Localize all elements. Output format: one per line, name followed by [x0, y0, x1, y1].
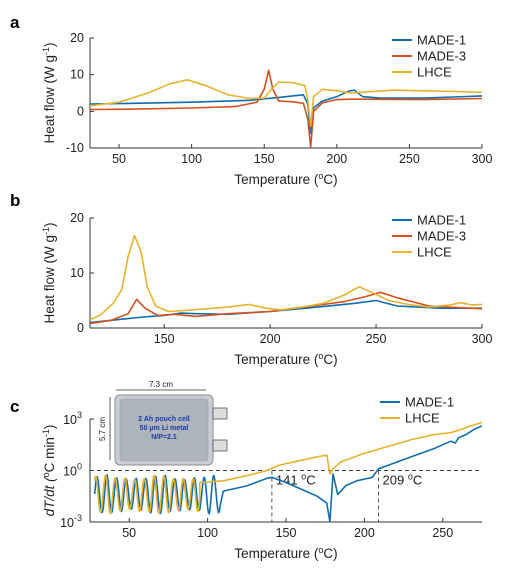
legend-label: LHCE: [417, 245, 452, 260]
y-axis-label: dT/dt (oC min-1): [41, 425, 57, 517]
y-tick-base: 10: [63, 413, 77, 427]
series-group: [90, 69, 482, 148]
series-group: [90, 234, 482, 325]
annotation-value: 209: [383, 473, 408, 488]
inset-text-line: N/P=2.1: [151, 434, 177, 441]
x-axis-label: Temperature (oC): [234, 171, 337, 187]
annotation-degree: o: [408, 472, 413, 482]
x-tick-label: 200: [326, 152, 347, 166]
y-tick-label: 103: [63, 410, 82, 427]
x-tick-label: 250: [366, 332, 387, 346]
y-axis-label-sup: -1: [41, 227, 51, 235]
y-axis-label-sup: -1: [41, 429, 51, 437]
series-line-made-3: [90, 69, 482, 148]
legend-label: LHCE: [405, 411, 440, 426]
x-axis-label-sup: o: [318, 171, 323, 181]
y-axis-label-main: Heat flow (W g: [42, 55, 57, 144]
y-axis-label-tail: ): [42, 222, 57, 227]
y-tick-label: 20: [70, 211, 84, 225]
temperature-annotation: 141 oC: [276, 472, 316, 488]
x-tick-label: 150: [276, 526, 297, 540]
series-group: [93, 421, 482, 522]
x-axis-label-main: Temperature (: [234, 546, 319, 561]
height-dimension-label: 5.7 cm: [98, 417, 107, 441]
legend-label: LHCE: [417, 65, 452, 80]
series-line-lhce: [93, 421, 482, 515]
series-line-lhce: [90, 234, 482, 321]
series-line-lhce: [90, 79, 482, 127]
series-line-made-3: [90, 291, 482, 325]
panel-label: c: [10, 397, 19, 416]
temperature-annotation: 209 oC: [383, 472, 423, 488]
annotation-unit: C: [413, 473, 422, 488]
y-tick-label: 10: [70, 68, 84, 82]
inset-text-line: 50 μm Li metal: [140, 425, 189, 432]
x-tick-label: 50: [122, 526, 136, 540]
x-axis-label: Temperature (oC): [234, 545, 337, 561]
y-axis-label: Heat flow (W g-1): [41, 42, 57, 143]
inset-text-line: 2 Ah pouch cell: [138, 416, 190, 423]
y-tick-exponent: 0: [77, 462, 82, 472]
y-tick-label: 10-3: [60, 513, 82, 530]
x-tick-label: 50: [112, 152, 126, 166]
y-tick-label: -10: [66, 141, 84, 155]
y-axis-label-main: dT/dt (: [42, 476, 57, 517]
x-axis-label-tail: C): [323, 546, 337, 561]
panel-a: a 50 100 150 200 250 300 -10 0 10 20 Temperature (o…: [10, 13, 492, 187]
x-axis-label-main: Temperature (: [234, 352, 319, 367]
legend-label: MADE-1: [405, 395, 454, 410]
y-axis-label-tail: ): [42, 42, 57, 47]
y-tick-label: 10: [70, 266, 84, 280]
y-axis-label: Heat flow (W g-1): [41, 222, 57, 323]
panel-label: b: [10, 191, 20, 210]
legend-label: MADE-1: [417, 33, 466, 48]
y-axis-label-unit: C min: [42, 437, 57, 472]
pouch-cell-inset: 7.3 cm 5.7 cm 2 Ah pouch cell 50 μm Li meta…: [98, 380, 228, 466]
x-axis-label-sup: o: [318, 351, 323, 361]
x-tick-label: 300: [472, 332, 493, 346]
y-tick-exponent: -3: [74, 513, 82, 523]
y-axis-label-main: Heat flow (W g: [42, 235, 57, 324]
width-dimension-label: 7.3 cm: [149, 380, 173, 389]
y-axis-label-degree: o: [41, 472, 51, 477]
tab-positive: [212, 407, 228, 420]
annotation-unit: C: [306, 473, 315, 488]
x-tick-label: 150: [254, 152, 275, 166]
y-tick-label: 100: [63, 462, 82, 479]
x-tick-label: 100: [197, 526, 218, 540]
y-tick-base: 10: [60, 516, 74, 530]
legend-label: MADE-3: [417, 229, 466, 244]
x-axis-label-sup: o: [318, 545, 323, 555]
tab-negative: [212, 439, 228, 452]
y-tick-base: 10: [63, 465, 77, 479]
panel-label: a: [10, 13, 20, 32]
pouch-inner: [119, 398, 209, 462]
y-tick-label: 0: [77, 104, 84, 118]
x-axis-label: Temperature (oC): [234, 351, 337, 367]
panel-b: b 150 200 250 300 0 10 20 Temperature (oC) Heat f…: [10, 191, 492, 367]
y-tick-exponent: 3: [77, 410, 82, 420]
series-line-made-1: [90, 89, 482, 135]
x-axis-label-main: Temperature (: [234, 172, 319, 187]
x-tick-label: 200: [354, 526, 375, 540]
x-tick-label: 200: [260, 332, 281, 346]
y-tick-label: 0: [77, 321, 84, 335]
y-axis-label-close: ): [42, 425, 57, 430]
legend-label: MADE-1: [417, 213, 466, 228]
annotation-value: 141: [276, 473, 301, 488]
x-tick-label: 250: [432, 526, 453, 540]
x-tick-label: 300: [472, 152, 493, 166]
x-tick-label: 250: [399, 152, 420, 166]
x-axis-label-tail: C): [323, 352, 337, 367]
x-axis-label-tail: C): [323, 172, 337, 187]
y-axis-label-sup: -1: [41, 47, 51, 55]
x-tick-label: 150: [154, 332, 175, 346]
x-tick-label: 100: [181, 152, 202, 166]
annotation-degree: o: [301, 472, 306, 482]
legend-label: MADE-3: [417, 49, 466, 64]
y-tick-label: 20: [70, 31, 84, 45]
